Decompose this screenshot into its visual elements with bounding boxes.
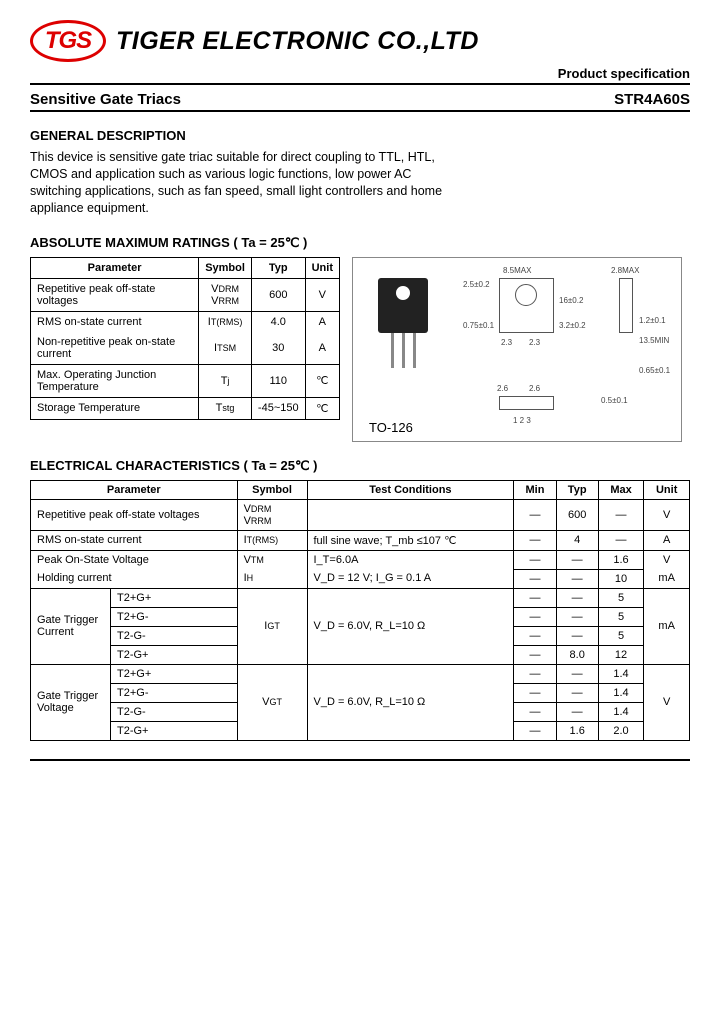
package-name: TO-126 [369, 420, 413, 435]
amr-col-typ: Typ [251, 257, 305, 278]
package-diagram: 8.5MAX 2.8MAX 2.5±0.2 0.75±0.1 16±0.2 3.… [352, 257, 682, 442]
package-icon [373, 278, 433, 368]
product-spec-label: Product specification [30, 66, 690, 81]
amr-table: Parameter Symbol Typ Unit Repetitive pea… [30, 257, 340, 420]
footer-rule [30, 759, 690, 761]
ec-table: Parameter Symbol Test Conditions Min Typ… [30, 480, 690, 741]
part-number: STR4A60S [614, 91, 690, 108]
table-row: Storage Temperature Tstg -45~150 ℃ [31, 397, 340, 419]
table-row: Gate Trigger Current T2+G+ IGT V_D = 6.0… [31, 588, 690, 607]
table-row: RMS on-state current IT(RMS) 4.0 A [31, 311, 340, 332]
table-row: Max. Operating Junction Temperature Tj 1… [31, 364, 340, 397]
header-rule [30, 83, 690, 85]
subtitle-rule [30, 110, 690, 112]
company-name: TIGER ELECTRONIC CO.,LTD [116, 27, 479, 56]
table-row: Holding current IH V_D = 12 V; I_G = 0.1… [31, 569, 690, 588]
ec-heading: ELECTRICAL CHARACTERISTICS ( Ta = 25℃ ) [30, 458, 690, 474]
table-row: RMS on-state current IT(RMS) full sine w… [31, 530, 690, 550]
amr-heading: ABSOLUTE MAXIMUM RATINGS ( Ta = 25℃ ) [30, 235, 690, 251]
table-row: Peak On-State Voltage VTM I_T=6.0A — — 1… [31, 550, 690, 569]
general-heading: GENERAL DESCRIPTION [30, 128, 690, 143]
package-outline: 8.5MAX 2.8MAX 2.5±0.2 0.75±0.1 16±0.2 3.… [459, 266, 669, 416]
amr-col-unit: Unit [305, 257, 339, 278]
amr-col-sym: Symbol [199, 257, 252, 278]
company-logo: TGS [30, 20, 106, 62]
amr-col-param: Parameter [31, 257, 199, 278]
table-row: Gate Trigger Voltage T2+G+ VGT V_D = 6.0… [31, 664, 690, 683]
table-row: Repetitive peak off-state voltages VDRMV… [31, 278, 340, 311]
table-row: Non-repetitive peak on-state current ITS… [31, 332, 340, 365]
subtitle-left: Sensitive Gate Triacs [30, 91, 181, 108]
table-row: Repetitive peak off-state voltages VDRMV… [31, 499, 690, 530]
general-description: This device is sensitive gate triac suit… [30, 149, 460, 217]
